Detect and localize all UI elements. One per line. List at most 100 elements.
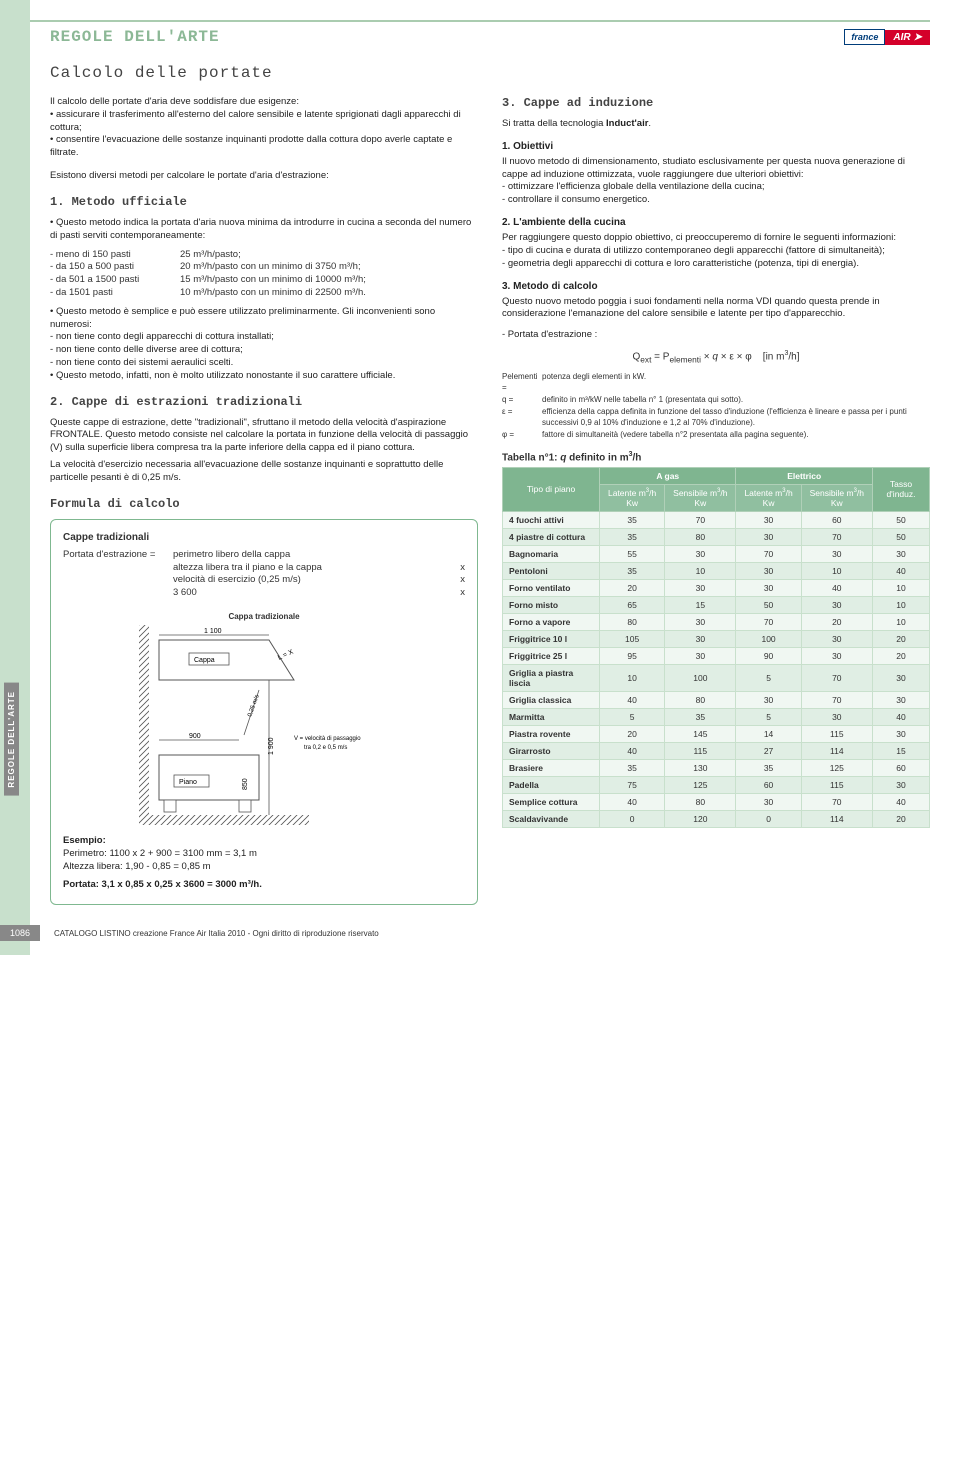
cell: 30	[801, 630, 872, 647]
cell: 5	[736, 664, 801, 691]
cell: 40	[872, 708, 929, 725]
pasti-row: - da 150 a 500 pasti20 m³/h/pasto con un…	[50, 261, 478, 274]
cell: 10	[665, 562, 736, 579]
method1-dash: non tiene conto delle diverse aree di co…	[50, 344, 478, 357]
cell: 10	[872, 596, 929, 613]
cell: 80	[665, 528, 736, 545]
ambiente-heading: 2. L'ambiente della cucina	[502, 217, 930, 228]
th-tipo: Tipo di piano	[503, 467, 600, 511]
table-row: Bagnomaria5530703030	[503, 545, 930, 562]
table-row: 4 piastre di cottura3580307050	[503, 528, 930, 545]
intro2-text: Esistono diversi metodi per calcolare le…	[50, 170, 478, 183]
def-row: Pelementi =potenza degli elementi in kW.	[502, 372, 930, 393]
example-heading: Esempio:	[63, 835, 465, 848]
row-header: Forno ventilato	[503, 579, 600, 596]
method1-dash: non tiene conto dei sistemi aeraulici sc…	[50, 357, 478, 370]
dim-900: 900	[189, 733, 201, 740]
example-line3: Portata: 3,1 x 0,85 x 0,25 x 3600 = 3000…	[63, 879, 465, 892]
row-header: Semplice cottura	[503, 793, 600, 810]
cell: 30	[872, 691, 929, 708]
cell: 70	[736, 545, 801, 562]
method3-p1: Si tratta della tecnologia Induct'air.	[502, 118, 930, 131]
intro-bullet: consentire l'evacuazione delle sostanze …	[50, 134, 478, 160]
pasti-row: - meno di 150 pasti25 m³/h/pasto;	[50, 249, 478, 262]
cell: 75	[600, 776, 665, 793]
cell: 40	[600, 742, 665, 759]
method1-end: Questo metodo, infatti, non è molto util…	[50, 370, 478, 383]
formula-row: 3 600x	[63, 587, 465, 600]
cell: 125	[801, 759, 872, 776]
cell: 130	[665, 759, 736, 776]
method3-heading: 3. Cappe ad induzione	[502, 96, 930, 110]
cell: 105	[600, 630, 665, 647]
cell: 14	[736, 725, 801, 742]
th-elettrico: Elettrico	[736, 467, 872, 484]
cell: 20	[872, 647, 929, 664]
ambiente-p: Per raggiungere questo doppio obiettivo,…	[502, 232, 930, 245]
def-row: ε =efficienza della cappa definita in fu…	[502, 407, 930, 428]
logo-france: france	[844, 29, 885, 45]
intro-bullet: assicurare il trasferimento all'esterno …	[50, 109, 478, 135]
cell: 0	[600, 810, 665, 827]
table-row: Pentoloni3510301040	[503, 562, 930, 579]
pasti-row: - da 501 a 1500 pasti15 m³/h/pasto con u…	[50, 274, 478, 287]
intro-bullets: assicurare il trasferimento all'esterno …	[50, 109, 478, 160]
cell: 30	[736, 528, 801, 545]
cell: 35	[600, 528, 665, 545]
cell: 120	[665, 810, 736, 827]
table-row: Scaldavivande0120011420	[503, 810, 930, 827]
cell: 35	[600, 759, 665, 776]
cell: 35	[600, 562, 665, 579]
obiettivi-p: Il nuovo metodo di dimensionamento, stud…	[502, 156, 930, 182]
formula-box-title: Cappe tradizionali	[63, 532, 465, 543]
def-row: φ =fattore di simultaneità (vedere tabel…	[502, 430, 930, 440]
method1-p1: Questo metodo indica la portata d'aria n…	[50, 217, 478, 243]
columns: Il calcolo delle portate d'aria deve sod…	[50, 96, 930, 905]
pasti-row: - da 1501 pasti10 m³/h/pasto con un mini…	[50, 287, 478, 300]
cell: 115	[665, 742, 736, 759]
top-rule	[30, 20, 930, 22]
cell: 30	[801, 545, 872, 562]
cell: 50	[872, 511, 929, 528]
cell: 10	[872, 613, 929, 630]
cell: 60	[801, 511, 872, 528]
method1-dashes: non tiene conto degli apparecchi di cott…	[50, 331, 478, 369]
ambiente-dash: tipo di cucina e durata di utilizzo cont…	[502, 245, 930, 258]
side-tab-label: REGOLE DELL'ARTE	[4, 683, 19, 796]
row-header: Friggitrice 25 l	[503, 647, 600, 664]
cell: 70	[801, 528, 872, 545]
method2-p2: La velocità d'esercizio necessaria all'e…	[50, 459, 478, 485]
formula-box: Cappe tradizionali Portata d'estrazione …	[50, 519, 478, 906]
th-sub: Latente m3/h Kw	[736, 484, 801, 511]
cell: 30	[872, 725, 929, 742]
footer: 1086 CATALOGO LISTINO creazione France A…	[0, 925, 930, 941]
cell: 125	[665, 776, 736, 793]
row-header: Scaldavivande	[503, 810, 600, 827]
label-cappa: Cappa	[194, 657, 215, 664]
page-subtitle: Calcolo delle portate	[50, 64, 930, 82]
table-row: Friggitrice 10 l105301003020	[503, 630, 930, 647]
cell: 30	[872, 664, 929, 691]
cell: 40	[872, 562, 929, 579]
page-number: 1086	[0, 925, 40, 941]
row-header: Bagnomaria	[503, 545, 600, 562]
cell: 30	[665, 545, 736, 562]
cell: 30	[801, 596, 872, 613]
cell: 10	[872, 579, 929, 596]
label-025: 0,25 m/s	[247, 694, 261, 718]
table-row: Friggitrice 25 l9530903020	[503, 647, 930, 664]
cell: 5	[600, 708, 665, 725]
table-row: Forno ventilato2030304010	[503, 579, 930, 596]
row-header: Griglia classica	[503, 691, 600, 708]
label-lx: L = X	[277, 648, 295, 661]
cell: 20	[801, 613, 872, 630]
cell: 30	[736, 562, 801, 579]
table-row: Piastra rovente201451411530	[503, 725, 930, 742]
cell: 30	[872, 545, 929, 562]
q-formula: Qext = Pelementi × q × ε × φ [in m3/h]	[502, 350, 930, 364]
dim-1100: 1 100	[204, 628, 222, 635]
intro-text: Il calcolo delle portate d'aria deve sod…	[50, 96, 478, 109]
row-header: 4 fuochi attivi	[503, 511, 600, 528]
table-row: Griglia classica4080307030	[503, 691, 930, 708]
footer-text: CATALOGO LISTINO creazione France Air It…	[54, 929, 379, 938]
